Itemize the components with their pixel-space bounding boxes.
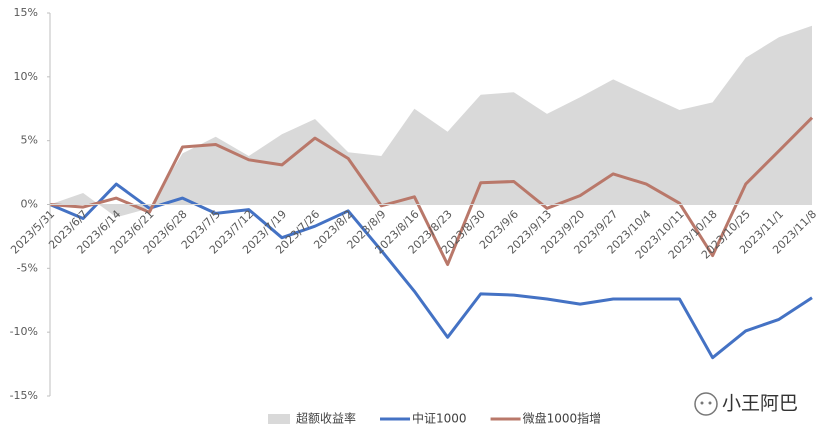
legend-label: 微盘1000指增 (523, 411, 602, 426)
watermark-text: 小王阿巴 (722, 393, 798, 415)
y-tick-label: 0% (21, 198, 38, 211)
legend-label: 中证1000 (412, 411, 467, 426)
legend-label: 超额收益率 (296, 411, 356, 426)
y-tick-label: 15% (14, 6, 38, 19)
legend-swatch (268, 414, 290, 424)
area (50, 25, 812, 218)
y-tick-label: -10% (10, 325, 38, 338)
y-tick-label: 5% (21, 134, 38, 147)
plot-area (49, 25, 814, 360)
y-tick-label: 10% (14, 70, 38, 83)
y-tick-label: -5% (17, 261, 38, 274)
watermark: 小王阿巴 (694, 392, 798, 416)
y-tick-label: -15% (10, 389, 38, 402)
line (49, 116, 814, 266)
line (49, 182, 813, 360)
legend: 超额收益率 中证1000 微盘1000指增 (268, 411, 601, 426)
